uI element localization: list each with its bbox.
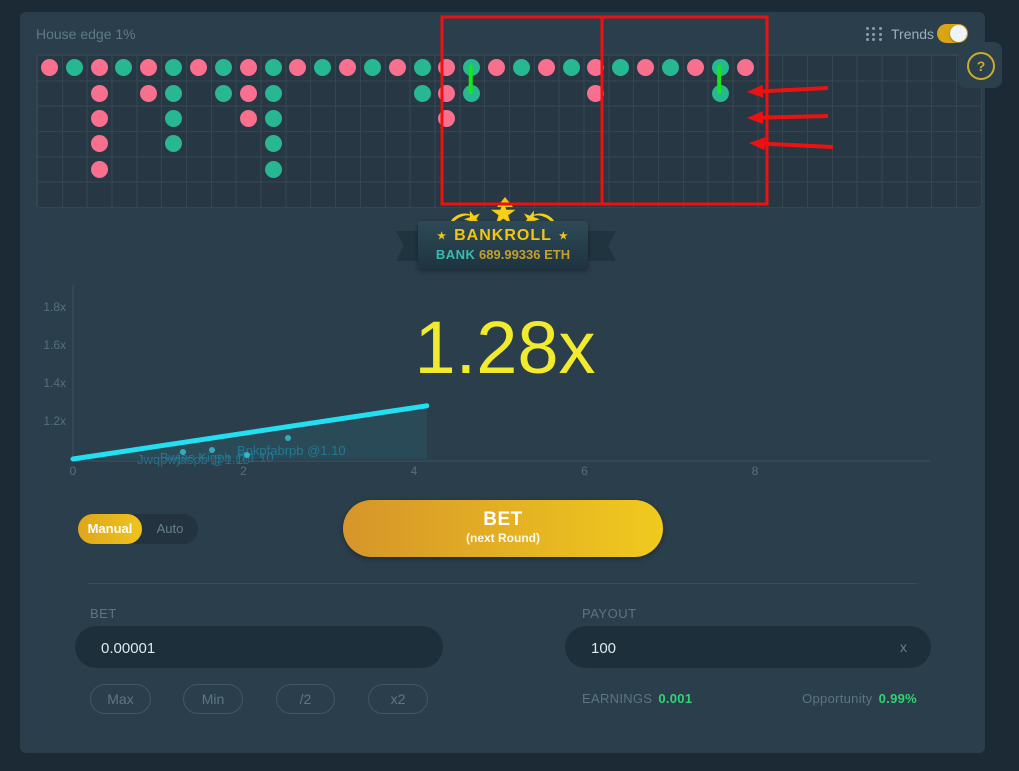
x-axis-tick: 4 bbox=[410, 464, 418, 478]
trend-dot-bust bbox=[239, 59, 257, 77]
house-edge-label: House edge 1% bbox=[36, 26, 136, 42]
trend-dot-bust bbox=[90, 135, 108, 153]
trend-dot-bust bbox=[239, 109, 257, 127]
x-axis-tick: 2 bbox=[240, 464, 247, 478]
opportunity-stat: Opportunity 0.99% bbox=[802, 691, 917, 706]
trend-dot-win bbox=[562, 59, 580, 77]
bet-half-button[interactable]: /2 bbox=[276, 684, 335, 714]
trend-dot-win bbox=[612, 59, 630, 77]
opportunity-value: 0.99% bbox=[878, 691, 917, 706]
trend-dot-bust bbox=[637, 59, 655, 77]
trend-dot-win bbox=[264, 135, 282, 153]
y-axis-tick: 1.6x bbox=[43, 338, 66, 352]
earnings-stat: EARNINGS 0.001 bbox=[582, 691, 693, 706]
trend-dot-bust bbox=[140, 84, 158, 102]
star-icon: ★ bbox=[558, 230, 569, 242]
trend-dot-bust bbox=[239, 84, 257, 102]
trend-dot-bust bbox=[189, 59, 207, 77]
trend-dot-win bbox=[314, 59, 332, 77]
bet-button-sublabel: (next Round) bbox=[466, 531, 540, 545]
bet-double-button[interactable]: x2 bbox=[368, 684, 428, 714]
trend-dot-win bbox=[463, 59, 481, 77]
toggle-knob bbox=[950, 25, 967, 42]
tab-auto[interactable]: Auto bbox=[156, 521, 184, 536]
stats-row: EARNINGS 0.001 Opportunity 0.99% bbox=[582, 691, 917, 706]
earnings-value: 0.001 bbox=[658, 691, 693, 706]
bet-button[interactable]: BET (next Round) bbox=[343, 500, 663, 557]
trend-dot-bust bbox=[438, 109, 456, 127]
y-axis-tick: 1.2x bbox=[43, 414, 66, 428]
trend-dot-win bbox=[413, 59, 431, 77]
x-axis-tick: 8 bbox=[751, 464, 759, 478]
player-cashout-label: Jwqpwjaspb @1.10 bbox=[137, 452, 250, 467]
tab-manual[interactable]: Manual bbox=[78, 514, 142, 544]
trend-dot-win bbox=[214, 84, 232, 102]
trend-dot-win bbox=[711, 59, 729, 77]
bet-button-label: BET bbox=[483, 509, 523, 530]
trends-grid-icon bbox=[866, 27, 882, 42]
trend-dot-bust bbox=[488, 59, 506, 77]
payout-multiplier-suffix: x bbox=[900, 639, 907, 655]
x-axis-tick: 0 bbox=[69, 464, 77, 478]
x-axis-tick: 6 bbox=[581, 464, 588, 478]
trend-dot-bust bbox=[90, 84, 108, 102]
bet-min-button[interactable]: Min bbox=[183, 684, 243, 714]
bet-field-label: BET bbox=[90, 606, 117, 621]
trend-dot-bust bbox=[40, 59, 58, 77]
bankroll-title: ★ BANKROLL ★ bbox=[437, 227, 569, 244]
trend-dot-win bbox=[413, 84, 431, 102]
trend-dot-bust bbox=[90, 59, 108, 77]
trend-dot-bust bbox=[339, 59, 357, 77]
section-divider bbox=[88, 583, 917, 584]
trend-dot-win bbox=[264, 59, 282, 77]
trend-dot-bust bbox=[537, 59, 555, 77]
bet-amount-field bbox=[75, 626, 443, 670]
trend-dot-win bbox=[65, 59, 83, 77]
bet-amount-input[interactable] bbox=[99, 626, 361, 670]
trend-dot-bust bbox=[289, 59, 307, 77]
payout-field: x bbox=[565, 626, 931, 670]
help-icon[interactable]: ? bbox=[967, 52, 995, 80]
trend-dot-bust bbox=[140, 59, 158, 77]
trend-dot-win bbox=[463, 84, 481, 102]
trend-dot-bust bbox=[736, 59, 754, 77]
trend-dot-win bbox=[363, 59, 381, 77]
y-axis-tick: 1.4x bbox=[43, 376, 66, 390]
trend-dot-win bbox=[264, 84, 282, 102]
y-axis-tick: 1.8x bbox=[43, 300, 66, 314]
trends-history-grid bbox=[36, 54, 982, 208]
current-multiplier: 1.28x bbox=[414, 306, 596, 389]
trend-dot-win bbox=[512, 59, 530, 77]
bet-max-button[interactable]: Max bbox=[90, 684, 151, 714]
trend-dot-bust bbox=[90, 109, 108, 127]
trend-dot-bust bbox=[388, 59, 406, 77]
trend-dot-bust bbox=[587, 59, 605, 77]
trend-dot-win bbox=[165, 59, 183, 77]
payout-field-label: PAYOUT bbox=[582, 606, 637, 621]
trends-toggle[interactable] bbox=[937, 24, 968, 43]
trends-label: Trends bbox=[891, 26, 935, 42]
bankroll-amount: BANK 689.99336 ETH bbox=[435, 247, 571, 262]
bankroll-ribbon: ★ BANKROLL ★ BANK 689.99336 ETH bbox=[418, 221, 588, 269]
trend-dot-bust bbox=[686, 59, 704, 77]
trend-dot-bust bbox=[587, 84, 605, 102]
trend-dot-win bbox=[165, 109, 183, 127]
trend-dot-win bbox=[264, 160, 282, 178]
mode-toggle: Manual Auto bbox=[78, 514, 198, 544]
trend-dot-bust bbox=[438, 59, 456, 77]
payout-input[interactable] bbox=[589, 626, 850, 670]
trend-dot-win bbox=[165, 84, 183, 102]
trend-dot-bust bbox=[438, 84, 456, 102]
trend-dot-win bbox=[165, 135, 183, 153]
trend-dot-win bbox=[264, 109, 282, 127]
trend-dot-win bbox=[214, 59, 232, 77]
trend-dot-win bbox=[661, 59, 679, 77]
trend-dot-bust bbox=[90, 160, 108, 178]
star-icon: ★ bbox=[437, 230, 448, 242]
trend-dot-win bbox=[711, 84, 729, 102]
trend-dot-win bbox=[115, 59, 133, 77]
